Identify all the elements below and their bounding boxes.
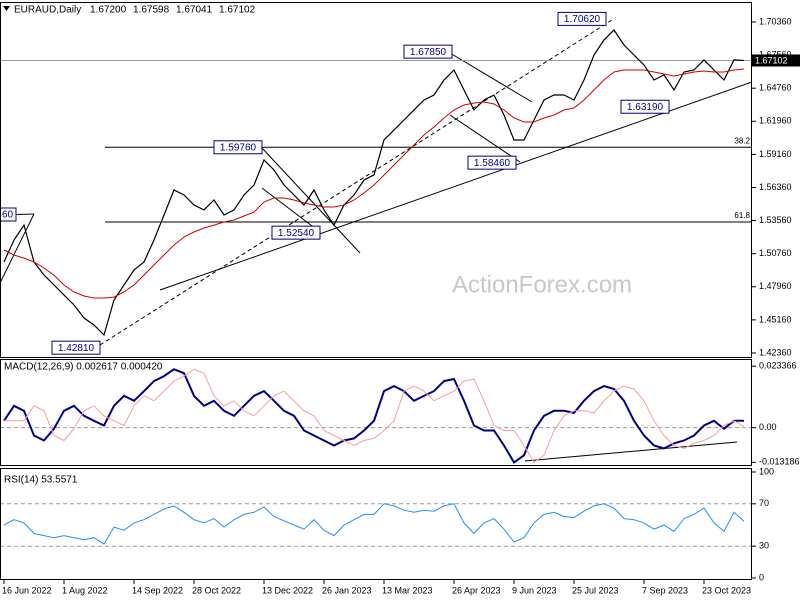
channel-line bbox=[261, 187, 321, 233]
annotation-label: 1.59760 bbox=[220, 142, 257, 153]
x-tick-label: 1 Aug 2022 bbox=[62, 585, 108, 595]
y-tick-label: 1.47960 bbox=[759, 281, 792, 291]
quote-value: 1.67200 bbox=[90, 5, 127, 16]
symbol-icon bbox=[3, 6, 10, 11]
x-tick-label: 28 Oct 2022 bbox=[192, 585, 241, 595]
annotation-label: 1.58460 bbox=[474, 158, 511, 169]
panel-title: RSI(14) 53.5571 bbox=[4, 475, 78, 486]
annotation-label: 1.52540 bbox=[278, 228, 315, 239]
annotation-label: 1.42810 bbox=[58, 343, 95, 354]
panel-border bbox=[0, 468, 752, 580]
x-tick-label: 26 Apr 2023 bbox=[452, 585, 501, 595]
fib-label: 38.2 bbox=[734, 136, 750, 145]
x-tick-label: 26 Jan 2023 bbox=[322, 585, 372, 595]
quote-value: 1.67041 bbox=[176, 5, 213, 16]
annotation-label: 1.67850 bbox=[410, 47, 447, 58]
channel-line bbox=[449, 52, 533, 103]
y-tick-label: 30 bbox=[759, 541, 769, 551]
annotation-label: 1.63190 bbox=[627, 102, 664, 113]
annotation-box bbox=[467, 155, 517, 170]
annotation-box bbox=[403, 44, 453, 59]
annotation-box bbox=[0, 207, 17, 222]
x-tick-label: 7 Sep 2023 bbox=[642, 585, 688, 595]
trendline bbox=[0, 213, 35, 284]
y-tick-label: 0.023366 bbox=[759, 361, 797, 371]
annotation-label: 60 bbox=[2, 210, 14, 221]
series-line bbox=[3, 68, 745, 299]
panel-border bbox=[0, 359, 752, 466]
y-tick-label: 1.70360 bbox=[759, 16, 792, 26]
annotation-box bbox=[271, 225, 321, 240]
channel-line bbox=[449, 114, 521, 163]
fib-label: 61.8 bbox=[734, 211, 750, 220]
series-line bbox=[3, 29, 745, 337]
watermark: ActionForex.com bbox=[452, 271, 632, 298]
price-panel: ActionForex.com 38.2 61.8 1.70620 1.67850 1.5… bbox=[0, 11, 752, 355]
annotation-box bbox=[557, 11, 607, 26]
y-tick-label: 1.50760 bbox=[759, 248, 792, 258]
x-tick-label: 13 Dec 2022 bbox=[262, 585, 313, 595]
x-tick-label: 25 Jul 2023 bbox=[572, 585, 619, 595]
y-tick-label: 70 bbox=[759, 498, 769, 508]
series-line bbox=[4, 368, 745, 464]
annotation-box bbox=[620, 99, 670, 114]
y-tick-label: 100 bbox=[759, 466, 774, 476]
channel-line bbox=[261, 147, 361, 254]
panel-title: MACD(12,26,9) 0.002617 0.000420 bbox=[4, 362, 163, 373]
x-tick-label: 13 Mar 2023 bbox=[382, 585, 433, 595]
last-price-tag bbox=[752, 54, 800, 67]
y-tick-label: 1.42360 bbox=[759, 347, 792, 357]
panel-border bbox=[0, 2, 752, 358]
series-line bbox=[3, 368, 744, 464]
last-price-label: 1.67102 bbox=[755, 55, 788, 65]
y-tick-label: 1.56360 bbox=[759, 182, 792, 192]
y-tick-label: 1.45160 bbox=[759, 314, 792, 324]
quote-value: 1.67102 bbox=[219, 5, 256, 16]
quote-value: 1.67598 bbox=[133, 5, 170, 16]
annotation-box bbox=[51, 340, 101, 355]
annotation-label: 1.70620 bbox=[564, 14, 601, 25]
y-tick-label: 1.59160 bbox=[759, 149, 792, 159]
macd-panel bbox=[0, 368, 752, 464]
y-tick-label: 0.00 bbox=[759, 422, 777, 432]
y-tick-label: -0.013186 bbox=[759, 457, 800, 467]
rsi-panel bbox=[0, 503, 752, 547]
y-tick-label: 1.61960 bbox=[759, 116, 792, 126]
x-tick-label: 23 Oct 2023 bbox=[702, 585, 751, 595]
y-tick-label: 0 bbox=[759, 572, 764, 582]
x-tick-label: 16 Jun 2022 bbox=[2, 585, 52, 595]
trendline bbox=[99, 19, 613, 346]
y-tick-label: 1.67560 bbox=[759, 49, 792, 59]
trendline bbox=[524, 441, 738, 462]
axes: EURAUD,Daily 1.42360 1.45160 1.47960 1.50760… bbox=[2, 5, 800, 595]
x-tick-label: 14 Sep 2022 bbox=[132, 585, 183, 595]
annotation-box bbox=[213, 140, 263, 155]
series-line bbox=[3, 503, 745, 545]
panel-title: EURAUD,Daily bbox=[14, 5, 81, 16]
y-tick-label: 1.53560 bbox=[759, 215, 792, 225]
trendline bbox=[159, 81, 752, 291]
x-tick-label: 9 Jun 2023 bbox=[512, 585, 557, 595]
y-tick-label: 1.64760 bbox=[759, 83, 792, 93]
